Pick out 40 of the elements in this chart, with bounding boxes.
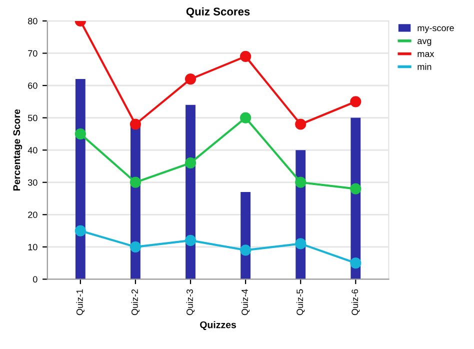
point [74, 225, 86, 236]
y-tick-label: 30 [28, 179, 38, 186]
y-tick-label: 50 [28, 114, 38, 122]
point [295, 176, 306, 188]
point [130, 176, 142, 188]
y-tick-label: 10 [28, 244, 38, 250]
point [130, 241, 142, 252]
legend-label: avg [418, 39, 432, 46]
point [350, 258, 362, 269]
point [130, 118, 142, 130]
y-tick-label: 40 [28, 147, 38, 154]
point [350, 183, 362, 194]
x-tick-label: Quiz-2 [131, 289, 140, 316]
legend-label: max [418, 52, 434, 58]
point [350, 96, 362, 108]
point [184, 73, 196, 85]
point [240, 244, 252, 256]
x-tick-label: Quiz-6 [351, 289, 360, 316]
point [295, 238, 306, 250]
legend-label: min [418, 63, 432, 70]
x-tick-label: Quiz-5 [296, 289, 305, 316]
y-tick-label: 0 [33, 276, 38, 283]
x-tick-label: Quiz-3 [186, 289, 195, 316]
x-tick-label: Quiz-1 [76, 289, 84, 316]
point [184, 157, 196, 169]
legend-label: my-score [418, 26, 454, 33]
bar [75, 79, 86, 280]
y-tick-label: 20 [28, 212, 38, 218]
x-tick-label: Quiz-4 [241, 289, 250, 316]
x-axis-title: Quizzes [200, 321, 236, 330]
point [240, 50, 252, 62]
point [184, 234, 196, 246]
y-tick-label: 60 [28, 82, 38, 89]
y-axis-title: Percentage Score [13, 109, 22, 190]
y-tick-label: 80 [28, 18, 38, 24]
point [74, 128, 86, 140]
point [240, 112, 252, 124]
y-tick-label: 70 [28, 50, 38, 57]
point [295, 118, 306, 130]
chart-title: Quiz Scores [186, 7, 250, 18]
